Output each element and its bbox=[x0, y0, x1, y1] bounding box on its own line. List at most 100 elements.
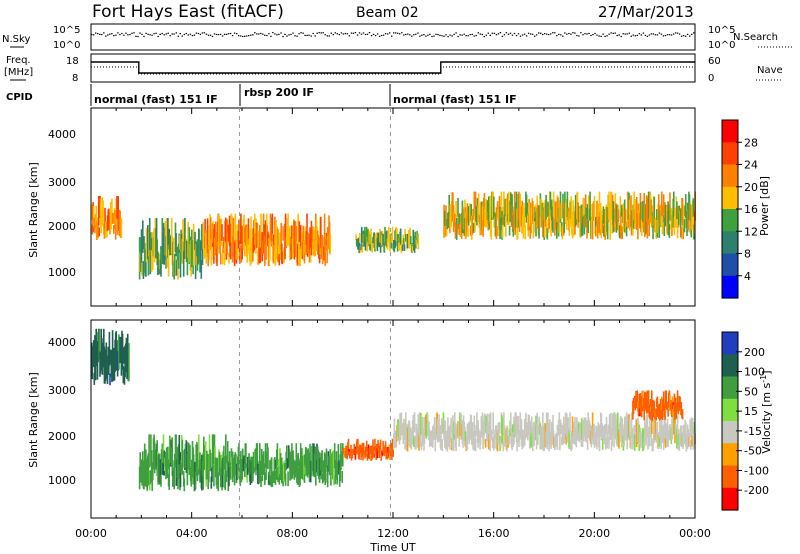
echo-cell bbox=[302, 225, 304, 256]
echo-cell bbox=[550, 438, 552, 449]
echo-cell bbox=[598, 191, 601, 217]
noise-point bbox=[133, 32, 135, 34]
noise-point bbox=[169, 35, 171, 37]
echo-cell bbox=[297, 453, 299, 467]
echo-cell bbox=[112, 213, 114, 224]
echo-cell bbox=[223, 445, 225, 470]
velocity-panel-bg bbox=[91, 320, 695, 518]
echo-cell bbox=[405, 412, 407, 436]
noise-point bbox=[525, 35, 528, 37]
echo-cell bbox=[171, 437, 174, 476]
echo-cell bbox=[444, 210, 446, 227]
echo-cell bbox=[236, 224, 238, 260]
echo-cell bbox=[613, 422, 615, 448]
echo-cell bbox=[620, 204, 623, 217]
noise-point bbox=[616, 34, 618, 37]
echo-cell bbox=[213, 228, 215, 264]
echo-cell bbox=[364, 239, 367, 251]
echo-cell bbox=[691, 418, 694, 434]
echo-cell bbox=[162, 462, 164, 475]
noise-point bbox=[117, 32, 119, 34]
noise-point bbox=[423, 34, 425, 36]
echo-cell bbox=[104, 349, 107, 382]
echo-cell bbox=[661, 221, 664, 235]
noise-point bbox=[517, 33, 520, 35]
noise-point bbox=[425, 35, 427, 37]
echo-cell bbox=[413, 240, 416, 253]
echo-cell bbox=[612, 412, 615, 433]
echo-cell bbox=[547, 422, 550, 445]
noise-point bbox=[334, 32, 336, 34]
noise-point bbox=[344, 32, 347, 35]
velocity-ytick-1000: 1000 bbox=[48, 474, 76, 487]
noise-point bbox=[276, 34, 278, 36]
echo-cell bbox=[596, 200, 598, 225]
noise-point bbox=[463, 33, 465, 35]
echo-cell bbox=[673, 218, 676, 236]
echo-cell bbox=[160, 475, 162, 487]
echo-cell bbox=[651, 412, 653, 434]
noise-point bbox=[596, 34, 598, 36]
x-tick-label: 00:00 bbox=[679, 527, 711, 540]
noise-point bbox=[320, 32, 322, 34]
echo-cell bbox=[445, 225, 448, 237]
echo-cell bbox=[386, 449, 389, 459]
noise-tick-right-top: 10^5 bbox=[708, 25, 735, 36]
echo-cell bbox=[247, 242, 249, 254]
echo-cell bbox=[340, 451, 343, 467]
echo-cell bbox=[440, 418, 443, 435]
noise-point bbox=[493, 32, 496, 34]
noise-tick-right-bottom: 10^0 bbox=[708, 40, 735, 51]
noise-point bbox=[670, 34, 673, 36]
power-ytick-2000: 2000 bbox=[48, 220, 76, 233]
noise-point bbox=[650, 33, 653, 35]
echo-cell bbox=[463, 208, 466, 236]
echo-cell bbox=[368, 230, 371, 247]
echo-cell bbox=[284, 473, 287, 486]
noise-point bbox=[435, 33, 437, 35]
noise-point bbox=[219, 33, 222, 35]
noise-point bbox=[93, 34, 95, 36]
echo-cell bbox=[652, 439, 654, 452]
noise-point bbox=[179, 33, 181, 35]
power-colorbar-swatch bbox=[722, 186, 738, 210]
echo-cell bbox=[526, 202, 528, 223]
echo-cell bbox=[457, 422, 460, 439]
echo-cell bbox=[284, 213, 287, 241]
noise-point bbox=[590, 34, 592, 37]
echo-cell bbox=[296, 457, 299, 485]
noise-point bbox=[614, 32, 616, 34]
echo-cell bbox=[566, 433, 569, 443]
echo-cell bbox=[669, 192, 671, 221]
noise-point bbox=[159, 33, 161, 35]
noise-point bbox=[264, 34, 266, 36]
echo-cell bbox=[374, 438, 376, 451]
noise-point bbox=[433, 35, 435, 37]
echo-cell bbox=[644, 418, 646, 435]
echo-cell bbox=[655, 408, 657, 421]
noise-point bbox=[145, 32, 147, 34]
noise-point bbox=[384, 33, 387, 35]
noise-point bbox=[672, 33, 675, 35]
velocity-colorbar-swatch bbox=[722, 354, 738, 378]
noise-point bbox=[290, 33, 292, 36]
echo-cell bbox=[329, 449, 332, 476]
echo-cell bbox=[549, 431, 552, 442]
echo-cell bbox=[571, 416, 574, 437]
echo-cell bbox=[393, 418, 396, 440]
echo-cell bbox=[448, 195, 450, 228]
echo-cell bbox=[323, 459, 325, 481]
noise-point bbox=[292, 32, 294, 34]
echo-cell bbox=[402, 433, 404, 444]
echo-cell bbox=[196, 441, 198, 468]
echo-cell bbox=[586, 440, 589, 450]
echo-cell bbox=[391, 226, 394, 241]
echo-cell bbox=[486, 200, 489, 220]
echo-cell bbox=[637, 214, 639, 240]
echo-cell bbox=[224, 456, 226, 490]
power-colorbar-label: Power [dB] bbox=[758, 176, 771, 236]
velocity-colorbar-tick-label: 200 bbox=[744, 346, 765, 359]
noise-point bbox=[417, 32, 419, 34]
echo-cell bbox=[240, 450, 242, 467]
x-tick-label: 04:00 bbox=[176, 527, 208, 540]
